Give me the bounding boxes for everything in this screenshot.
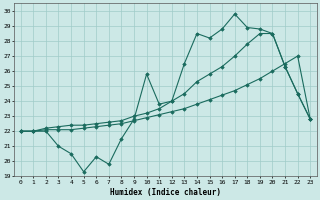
X-axis label: Humidex (Indice chaleur): Humidex (Indice chaleur) xyxy=(110,188,221,197)
